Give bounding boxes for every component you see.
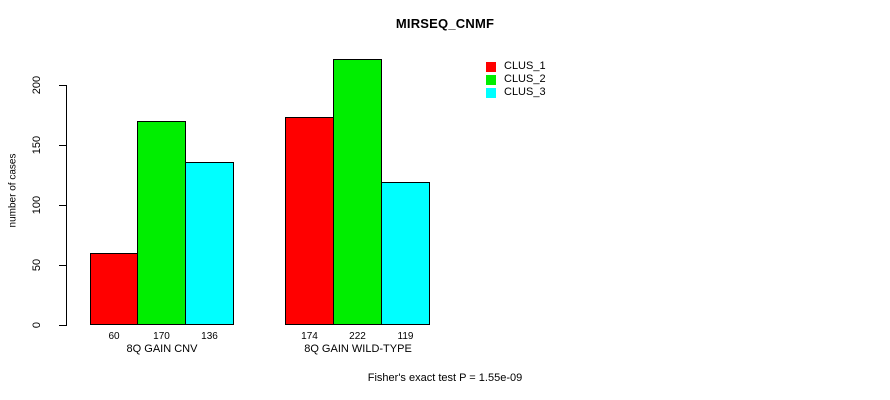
y-tick-label-50: 50 [31, 258, 43, 272]
bar-value-group2-clus1: 174 [301, 331, 318, 342]
chart-title: MIRSEQ_CNMF [395, 16, 495, 31]
y-tick-label-100: 100 [31, 195, 43, 215]
y-tick-mark-50 [59, 265, 67, 266]
legend-label-clus-1: CLUS_1 [504, 60, 546, 72]
bar-value-group1-clus2: 170 [153, 331, 170, 342]
bar-group2-clus2 [333, 59, 382, 325]
bar-group2-clus1 [285, 117, 334, 325]
legend-swatch-clus-2 [486, 75, 496, 85]
bar-group1-clus1 [90, 253, 138, 325]
y-tick-mark-0 [59, 325, 67, 326]
legend-label-clus-2: CLUS_2 [504, 73, 546, 85]
y-axis-title: number of cases [7, 153, 19, 228]
bar-value-group2-clus2: 222 [349, 331, 366, 342]
group-label-8q-gain-wild-type: 8Q GAIN WILD-TYPE [304, 343, 412, 355]
y-tick-label-150: 150 [31, 135, 43, 155]
bar-value-group1-clus3: 136 [201, 331, 218, 342]
y-tick-label-0: 0 [31, 321, 43, 329]
legend-swatch-clus-3 [486, 88, 496, 98]
y-tick-label-200: 200 [31, 75, 43, 95]
y-tick-mark-100 [59, 205, 67, 206]
legend-label-clus-3: CLUS_3 [504, 86, 546, 98]
bar-group2-clus3 [381, 182, 430, 325]
statistical-test-annotation: Fisher's exact test P = 1.55e-09 [367, 372, 523, 384]
bar-group1-clus2 [137, 121, 186, 325]
bar-group1-clus3 [185, 162, 234, 325]
bar-value-group1-clus1: 60 [108, 331, 120, 342]
y-tick-mark-200 [59, 85, 67, 86]
group-label-8q-gain-cnv: 8Q GAIN CNV [126, 343, 198, 355]
bar-value-group2-clus3: 119 [397, 331, 414, 342]
legend-swatch-clus-1 [486, 62, 496, 72]
y-tick-mark-150 [59, 145, 67, 146]
